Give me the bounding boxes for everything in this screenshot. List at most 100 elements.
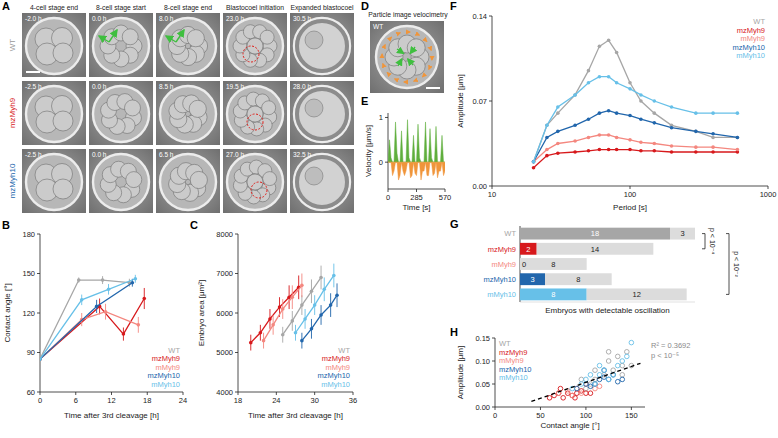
y-tick [385,162,388,163]
point [262,339,266,343]
point [303,317,307,321]
point [95,305,99,309]
line [251,287,299,342]
x-tick [147,392,148,395]
x-axis-label: Time after 3rd cleavage [h] [64,411,159,420]
point [575,391,580,396]
line [534,150,738,168]
bar [587,288,687,300]
y-tick-label: 0.00 [475,403,490,412]
category-label: mMyh10 [487,290,516,299]
point [575,386,580,391]
point [556,105,560,109]
y-tick [492,338,495,339]
column-header: Blastocoel initiation [226,4,284,11]
point [532,160,536,164]
micrograph [290,81,354,145]
x-tick-label: 285 [410,193,423,202]
cell [247,106,263,122]
point [579,377,584,382]
y-tick-label: 0 [379,158,383,167]
panel-letter: C [190,219,198,231]
y-tick-label: 1 [379,113,383,122]
zona [160,86,216,142]
x-tick-label: 18 [143,396,151,405]
y-tick [235,273,238,274]
point [278,305,282,309]
point [653,142,657,146]
point [615,148,619,152]
line [534,77,738,162]
legend-entry: mMyh10 [321,380,350,389]
micrograph [22,149,86,213]
micrograph [156,81,220,145]
y-tick [492,407,495,408]
point [711,111,715,115]
time-label: 8.0 h [159,15,174,22]
point [711,150,715,154]
point [584,386,589,391]
data-label: 18 [591,229,599,238]
point [598,45,602,49]
point [107,288,111,292]
velocity-vector [384,45,385,48]
point [545,123,549,127]
x-axis-label: Time after 3rd cleavage [h] [248,411,343,420]
x-tick [388,189,389,192]
blastocyst [297,157,347,207]
point [587,136,591,140]
point [319,276,323,280]
velocity-vector [398,59,402,66]
point [597,384,602,389]
y-tick-label: 4000 [216,388,233,397]
point [558,386,563,391]
zona [26,86,82,142]
velocity-vector [404,81,407,82]
point [80,298,84,302]
line [283,277,321,334]
blastocoel-outline [251,182,267,198]
zona [294,154,350,210]
time-label: 0.0 h [92,151,107,158]
zona [294,86,350,142]
contact-angle-arrow [176,30,184,42]
point [268,317,272,321]
row-label: mzMyh10 [8,163,17,198]
panel-letter: B [2,219,10,231]
time-label: 6.5 h [159,151,174,158]
point [606,359,611,364]
x-tick-label: 1000 [760,190,777,199]
point [310,289,314,293]
point [628,81,632,85]
x-tick-label: 10 [488,190,496,199]
point [319,313,323,317]
x-tick [630,186,631,189]
bar [520,258,587,270]
x-axis-label: Time [s] [402,203,430,212]
point [615,81,619,85]
point [532,160,536,164]
plot-area [388,120,445,180]
point [694,130,698,134]
zona [160,18,216,74]
velocity-vector [395,79,398,80]
point [606,377,611,382]
bars [520,228,695,301]
point [593,382,598,387]
y-tick-label: 60 [27,388,35,397]
point [598,75,602,79]
point [628,87,632,91]
cell [189,100,206,117]
figure: ABCDEFGH4-cell stage end8-cell stage sta… [0,0,778,438]
point [694,111,698,115]
point [694,145,698,149]
bar [545,273,612,285]
x-tick-label: 24 [272,396,280,405]
point [598,133,602,137]
y-tick-label: 0.15 [475,334,490,343]
area [388,162,445,180]
point [556,142,560,146]
point [606,377,611,382]
point [639,93,643,97]
contact-angle-arrow [109,30,117,42]
